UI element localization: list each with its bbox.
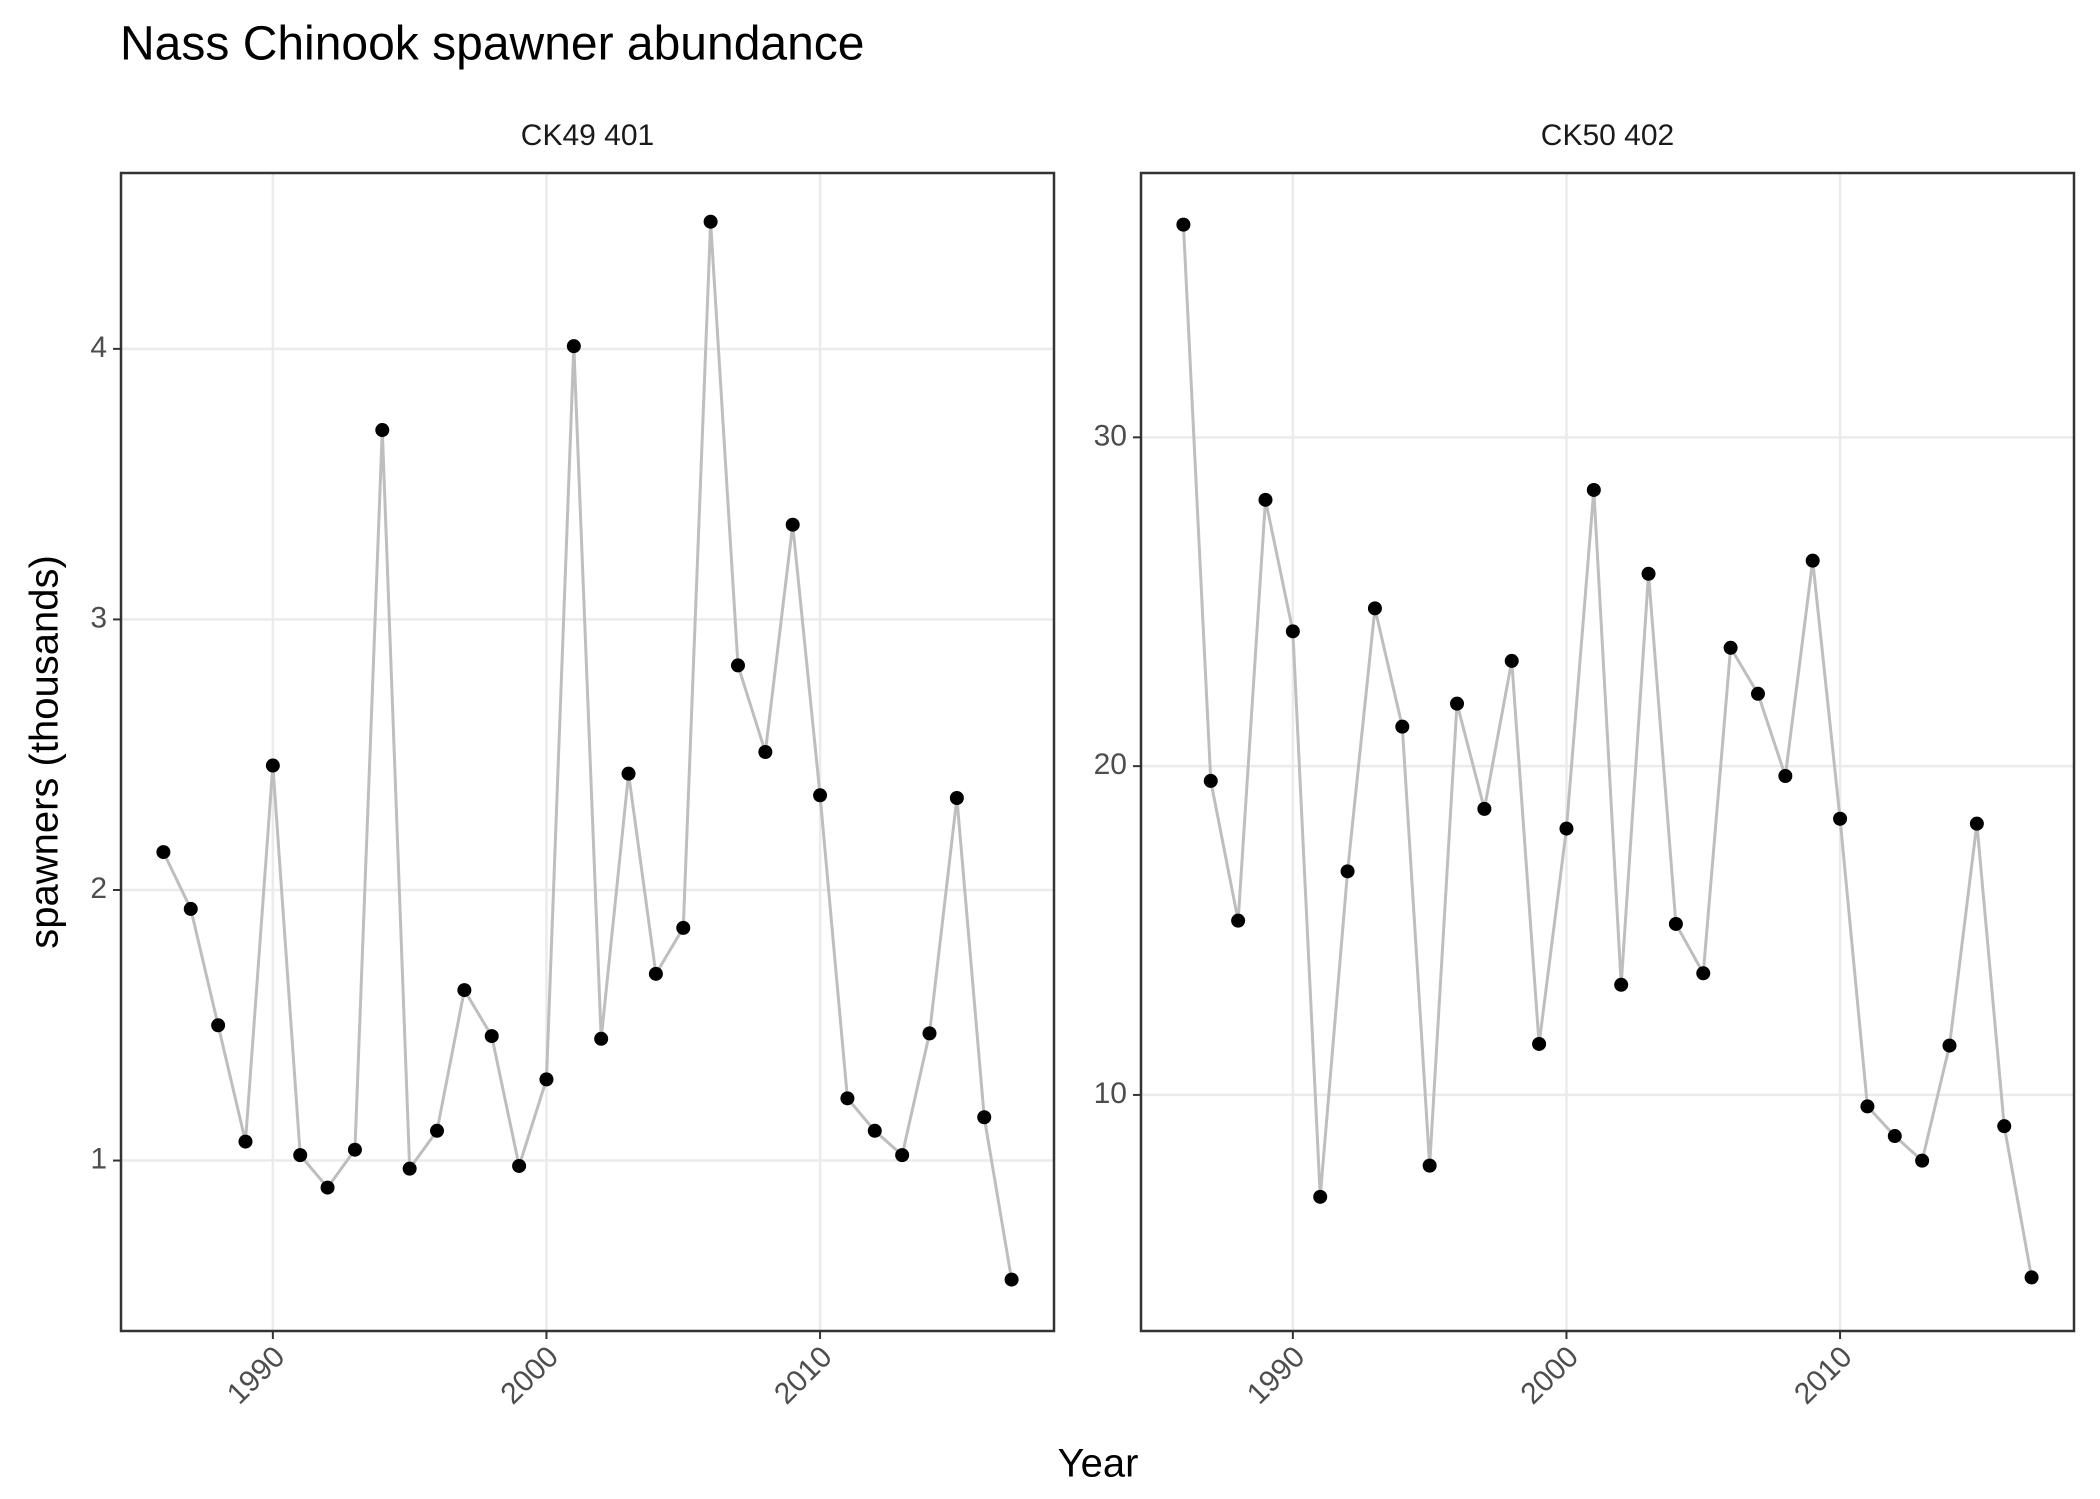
- point: [484, 1029, 499, 1044]
- point: [375, 423, 390, 438]
- panel: CK50 402 10 20 30 1990 2000 2010: [1094, 119, 2076, 1411]
- y-tick-label: 1: [90, 1142, 107, 1175]
- point: [1969, 816, 1984, 831]
- x-axis-label: Year: [1058, 1442, 1139, 1486]
- facet-title: CK50 402: [1541, 119, 1674, 152]
- x-tick-label: 2000: [1514, 1340, 1585, 1411]
- point: [293, 1148, 308, 1163]
- point: [1696, 966, 1711, 981]
- x-tick-label: 2010: [768, 1340, 839, 1411]
- point: [1395, 719, 1410, 734]
- y-tick-label: 20: [1094, 748, 1127, 781]
- y-tick-label: 3: [90, 601, 107, 634]
- x-tick-label: 1990: [1241, 1340, 1312, 1411]
- point: [211, 1018, 226, 1033]
- point: [1833, 811, 1848, 826]
- point: [1942, 1038, 1957, 1053]
- panel: CK49 401 1 2 3 4 1990 2000 2010: [90, 119, 1056, 1411]
- point: [1532, 1036, 1547, 1051]
- point: [320, 1180, 335, 1195]
- point: [156, 845, 171, 860]
- point: [566, 339, 581, 354]
- point: [1668, 916, 1683, 931]
- point: [1231, 913, 1246, 928]
- point: [1340, 864, 1355, 879]
- point: [895, 1148, 910, 1163]
- point: [1258, 492, 1273, 507]
- point: [2024, 1270, 2039, 1285]
- point: [676, 920, 691, 935]
- point: [1285, 624, 1300, 639]
- point: [1641, 566, 1656, 581]
- point: [1504, 653, 1519, 668]
- point: [457, 983, 472, 998]
- point: [758, 745, 773, 759]
- point: [183, 901, 198, 916]
- panel-border: [119, 171, 1056, 1333]
- point: [1422, 1158, 1437, 1173]
- point: [1477, 801, 1492, 816]
- point: [922, 1026, 937, 1041]
- point: [1997, 1119, 2012, 1134]
- point: [1860, 1099, 1875, 1114]
- point: [402, 1161, 417, 1176]
- point: [1723, 640, 1738, 655]
- facet-title: CK49 401: [521, 119, 654, 152]
- chart-title: Nass Chinook spawner abundance: [120, 18, 864, 71]
- point: [1750, 686, 1765, 701]
- point: [730, 658, 745, 673]
- x-tick-label: 1990: [221, 1340, 292, 1411]
- point: [265, 758, 280, 773]
- point: [1004, 1272, 1019, 1287]
- y-tick-label: 10: [1094, 1077, 1127, 1110]
- point: [1586, 482, 1601, 497]
- y-tick-label: 30: [1094, 419, 1127, 452]
- point: [1313, 1189, 1328, 1204]
- point: [1805, 553, 1820, 568]
- point: [648, 966, 663, 981]
- line: [162, 221, 1014, 1280]
- point: [1887, 1129, 1902, 1144]
- line: [1181, 224, 2034, 1278]
- point: [949, 790, 964, 805]
- y-axis-label: spawners (thousands): [23, 555, 67, 949]
- point: [1450, 696, 1465, 711]
- y-tick-label: 4: [90, 331, 107, 364]
- point: [703, 214, 718, 229]
- point: [430, 1123, 445, 1138]
- y-tick-label: 2: [90, 872, 107, 905]
- x-tick-label: 2010: [1788, 1340, 1859, 1411]
- point: [512, 1158, 527, 1173]
- point: [621, 766, 636, 781]
- point: [1614, 977, 1629, 992]
- point: [785, 517, 800, 532]
- point: [977, 1110, 992, 1125]
- point: [347, 1142, 362, 1157]
- point: [1367, 601, 1382, 616]
- point: [238, 1134, 253, 1149]
- point: [840, 1091, 855, 1106]
- panel-border: [1139, 171, 2076, 1333]
- point: [1915, 1153, 1930, 1168]
- point: [1203, 773, 1218, 788]
- point: [1559, 821, 1574, 836]
- point: [1176, 217, 1191, 232]
- point: [594, 1031, 609, 1046]
- point: [1778, 769, 1793, 784]
- point: [539, 1072, 554, 1087]
- point: [867, 1123, 882, 1138]
- x-tick-label: 2000: [494, 1340, 565, 1411]
- point: [813, 788, 828, 803]
